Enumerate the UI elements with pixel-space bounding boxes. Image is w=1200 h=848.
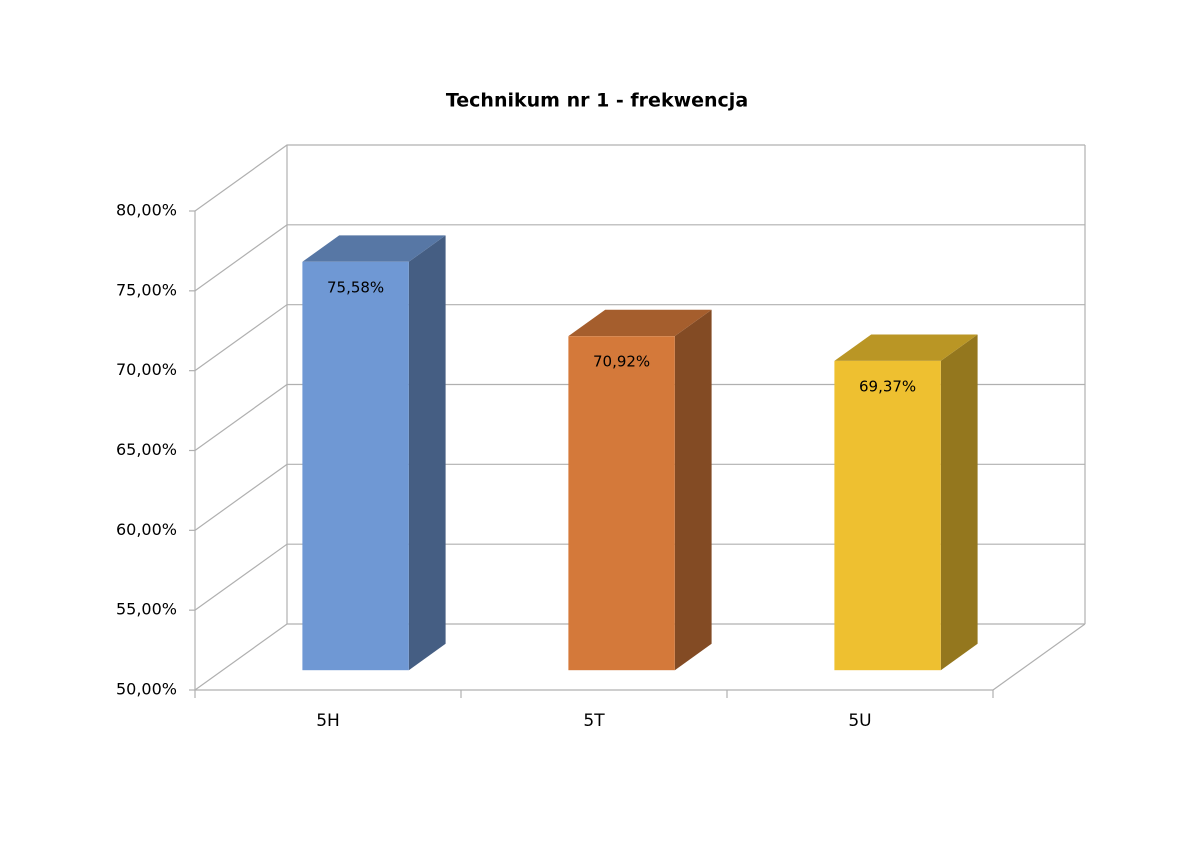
bar-side [408,235,446,671]
x-tick-label: 5U [848,711,871,731]
bar [568,336,675,671]
y-tick-label: 55,00% [116,600,177,619]
x-tick-label: 5T [583,711,605,731]
chart-title: Technikum nr 1 - frekwencja [446,90,748,112]
y-tick-label: 75,00% [116,280,177,299]
grid-line [194,383,1085,451]
y-tick-label: 65,00% [116,440,177,459]
bar-top [568,309,712,337]
grid-line [194,543,1085,611]
bar-top [302,235,446,262]
grid-line [194,463,1085,531]
x-tick-label: 5H [316,711,340,731]
bar-side [674,309,712,671]
y-tick-label: 70,00% [116,360,177,379]
y-tick-label: 60,00% [116,520,177,539]
bar [834,360,941,671]
data-label: 70,92% [593,353,650,371]
bar [302,261,409,671]
grid-line [194,144,1085,212]
grid-line [194,224,1085,292]
grid-line [194,304,1085,372]
grid-line [194,623,1085,691]
y-tick-label: 80,00% [116,201,177,220]
bar-top [834,334,978,361]
data-label: 75,58% [327,278,384,296]
y-tick-label: 50,00% [116,680,177,699]
bar-side [940,334,978,671]
data-label: 69,37% [859,377,916,395]
